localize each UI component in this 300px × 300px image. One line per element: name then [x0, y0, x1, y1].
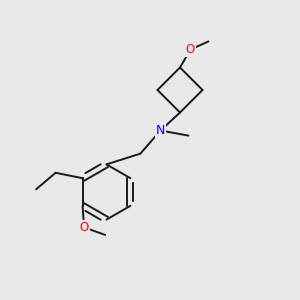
- Text: O: O: [80, 221, 89, 234]
- Text: N: N: [156, 124, 165, 137]
- Text: O: O: [186, 43, 195, 56]
